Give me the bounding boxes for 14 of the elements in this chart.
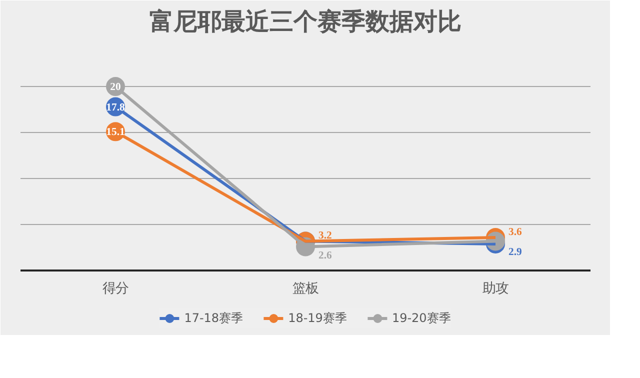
x-tick-label: 篮板	[292, 282, 318, 297]
data-label: 17.8	[106, 102, 125, 114]
data-label: 2.9	[508, 247, 522, 258]
chart-title: 富尼耶最近三个赛季数据对比	[150, 8, 462, 36]
legend-label: 18-19赛季	[288, 310, 347, 326]
x-tick-label: 助攻	[482, 282, 508, 297]
data-label: 2.6	[318, 250, 332, 262]
data-label: 3.2	[318, 230, 332, 242]
data-label: 15.1	[106, 127, 125, 138]
legend-label: 19-20赛季	[392, 310, 451, 326]
x-tick-label: 得分	[102, 282, 128, 297]
data-label: 20	[110, 82, 121, 94]
data-label: 3.6	[508, 227, 522, 238]
legend-label: 17-18赛季	[184, 310, 244, 326]
